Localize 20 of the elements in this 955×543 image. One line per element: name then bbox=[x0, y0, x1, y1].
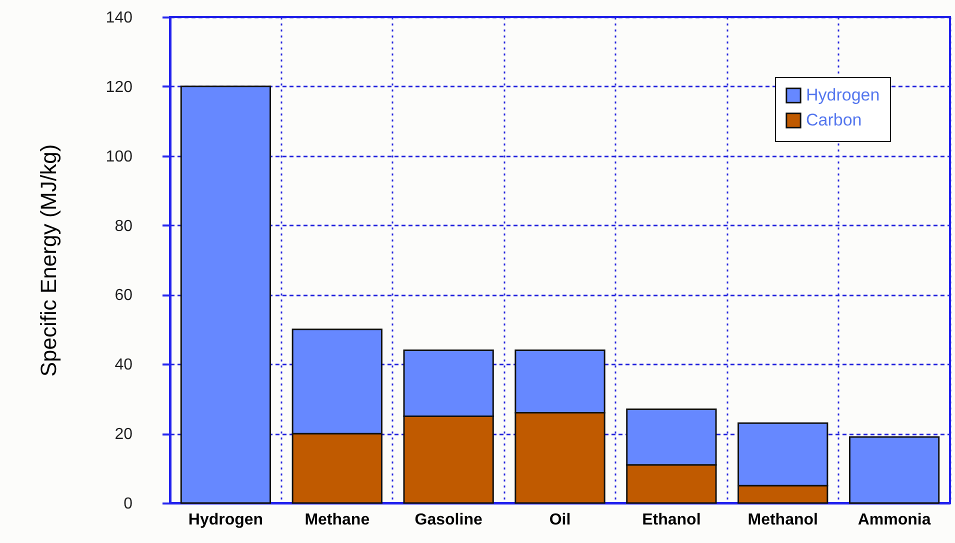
y-tick-label: 0 bbox=[124, 496, 133, 512]
y-tick-label: 120 bbox=[106, 78, 133, 96]
x-tick-label: Methanol bbox=[748, 512, 818, 528]
y-axis-title: Specific Energy (MJ/kg) bbox=[36, 144, 61, 377]
legend-label: Carbon bbox=[806, 110, 862, 130]
y-tick-label: 100 bbox=[106, 148, 133, 166]
x-tick-label: Hydrogen bbox=[188, 512, 264, 528]
x-tick-label: Methane bbox=[304, 512, 370, 528]
x-tick-label: Gasoline bbox=[414, 512, 482, 528]
y-tick-label: 140 bbox=[106, 10, 133, 26]
y-tick-label: 20 bbox=[114, 426, 133, 444]
y-tick-label: 80 bbox=[114, 218, 133, 235]
y-tick-label: 60 bbox=[114, 287, 133, 304]
bar bbox=[180, 86, 272, 504]
y-tick-label: 40 bbox=[114, 356, 133, 374]
bar bbox=[848, 436, 940, 504]
legend-label: Hydrogen bbox=[806, 86, 880, 104]
x-tick-label: Ammonia bbox=[858, 512, 931, 528]
x-tick-label: Ethanol bbox=[642, 512, 701, 528]
x-tick-label: Oil bbox=[549, 512, 571, 528]
